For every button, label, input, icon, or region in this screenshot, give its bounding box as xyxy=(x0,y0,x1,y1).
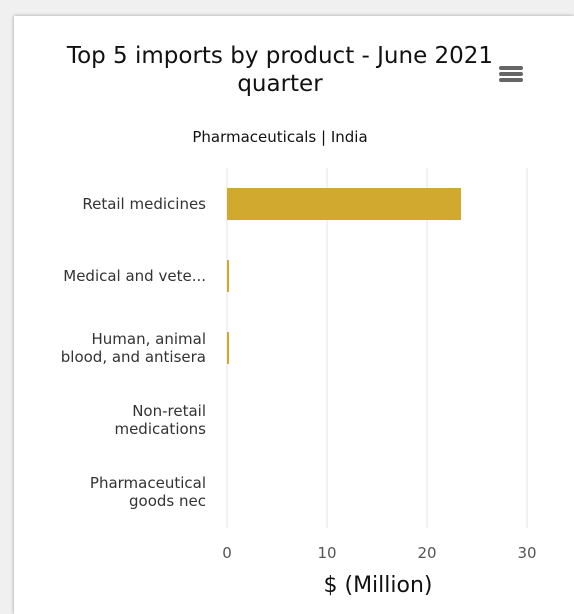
x-tick-label: 20 xyxy=(417,544,436,562)
bar-2[interactable] xyxy=(227,332,229,364)
x-tick-label: 30 xyxy=(517,544,536,562)
category-label-3: Non-retail medications xyxy=(114,402,206,438)
chart-card xyxy=(14,16,574,614)
x-axis-title: $ (Million) xyxy=(324,573,433,598)
category-label-0: Retail medicines xyxy=(82,195,206,213)
x-tick-label: 0 xyxy=(222,544,232,562)
chart-title: Top 5 imports by product - June 2021 qua… xyxy=(60,42,500,98)
category-label-1: Medical and vete... xyxy=(63,267,206,285)
x-tick-labels: 0 10 20 30 xyxy=(222,544,536,562)
grid-lines xyxy=(226,168,528,528)
bars xyxy=(227,188,461,364)
category-label-4: Pharmaceutical goods nec xyxy=(90,474,206,510)
category-label-2: Human, animal blood, and antisera xyxy=(61,330,206,366)
bar-0[interactable] xyxy=(227,188,461,220)
chart-subtitle: Pharmaceuticals | India xyxy=(192,128,368,146)
chart-title-line-2: quarter xyxy=(237,71,323,97)
category-labels: Retail medicines Medical and vete... Human… xyxy=(61,195,206,510)
x-tick-label: 10 xyxy=(317,544,336,562)
chart-title-line-1: Top 5 imports by product - June 2021 xyxy=(66,43,494,69)
hamburger-menu-icon[interactable] xyxy=(499,65,523,85)
bar-1[interactable] xyxy=(227,260,229,292)
